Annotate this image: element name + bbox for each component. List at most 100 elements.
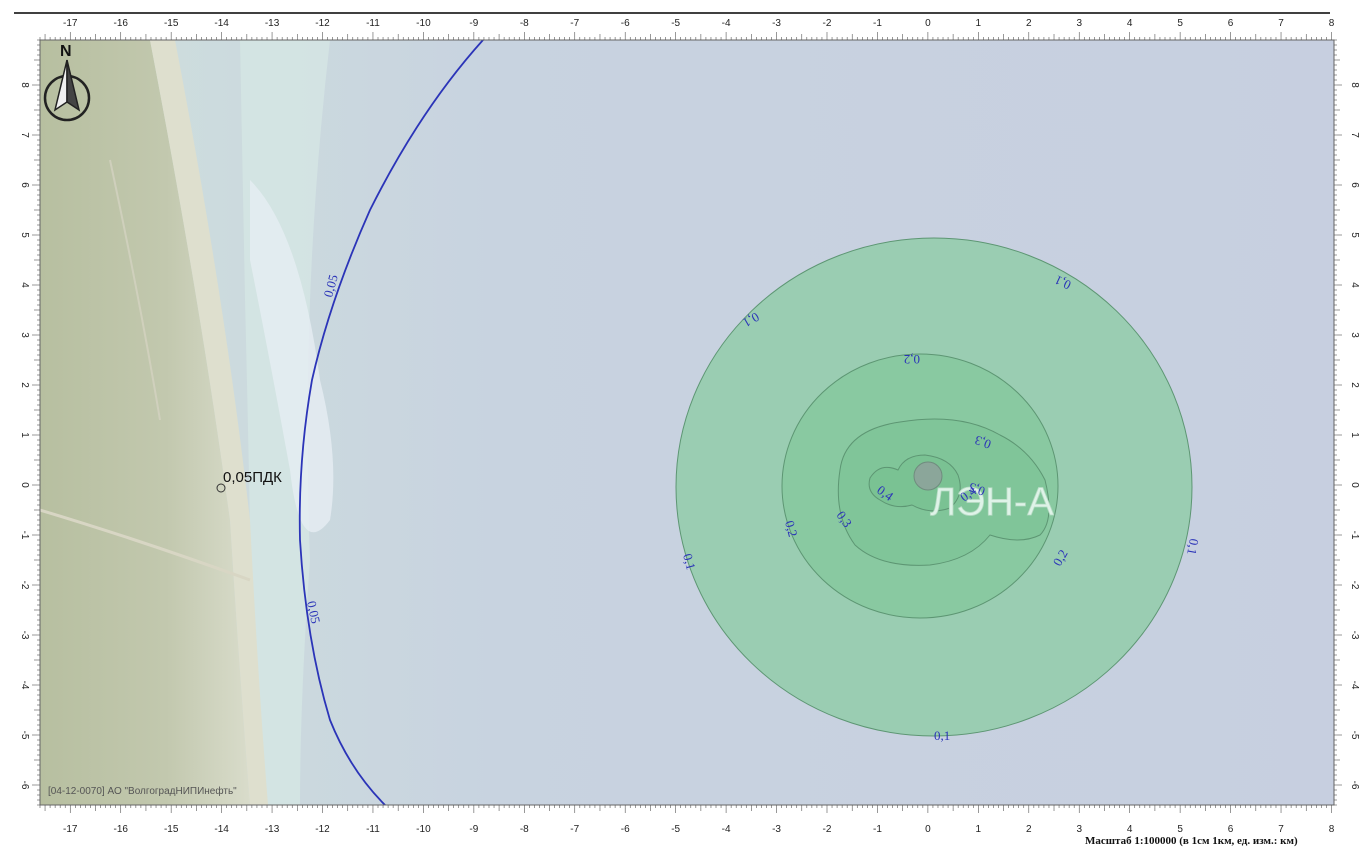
x-tick-label-bottom: -12 [315, 824, 330, 835]
x-tick-label-bottom: 6 [1228, 824, 1234, 835]
y-tick-label-right: 2 [1349, 382, 1360, 388]
x-tick-label-top: -5 [671, 18, 680, 29]
x-tick-label-top: 2 [1026, 18, 1032, 29]
y-tick-label-left: 7 [19, 132, 30, 138]
x-tick-label-bottom: 0 [925, 824, 931, 835]
contour-label-01-ne: 0,1 [1052, 272, 1073, 292]
contour-label-iso-top: 0,05 [320, 273, 340, 299]
x-tick-label-top: -4 [722, 18, 731, 29]
x-tick-label-bottom: 4 [1127, 824, 1133, 835]
y-tick-label-right: -4 [1349, 681, 1360, 690]
x-tick-label-bottom: -13 [265, 824, 280, 835]
x-tick-label-top: 0 [925, 18, 931, 29]
y-tick-label-left: 6 [19, 182, 30, 188]
y-tick-label-right: -6 [1349, 781, 1360, 790]
y-tick-label-right: -3 [1349, 631, 1360, 640]
x-tick-label-top: -13 [265, 18, 280, 29]
x-tick-label-top: 3 [1076, 18, 1082, 29]
y-tick-label-right: 6 [1349, 182, 1360, 188]
x-tick-label-bottom: -9 [469, 824, 478, 835]
surf-foam [250, 180, 334, 533]
y-tick-label-left: 2 [19, 382, 30, 388]
x-tick-label-bottom: 3 [1076, 824, 1082, 835]
zone-0-5 [913, 461, 943, 491]
y-tick-label-left: 0 [19, 482, 30, 488]
y-tick-label-left: 4 [19, 282, 30, 288]
x-tick-label-top: 5 [1177, 18, 1183, 29]
x-tick-label-top: -10 [416, 18, 431, 29]
y-tick-label-right: -1 [1349, 531, 1360, 540]
x-tick-label-top: 4 [1127, 18, 1133, 29]
x-tick-label-top: -6 [621, 18, 630, 29]
control-point-label: 0,05ПДК [223, 469, 282, 486]
x-tick-label-bottom: 2 [1026, 824, 1032, 835]
contour-label-02-se: 0,2 [1050, 547, 1071, 569]
north-arrow-label: N [60, 43, 72, 60]
y-tick-label-left: 3 [19, 332, 30, 338]
x-tick-label-top: -8 [520, 18, 529, 29]
x-tick-label-top: -1 [873, 18, 882, 29]
x-tick-label-bottom: -1 [873, 824, 882, 835]
contour-label-05: 0,5 [967, 480, 987, 500]
y-tick-label-left: -4 [19, 681, 30, 690]
x-tick-label-top: -9 [469, 18, 478, 29]
x-tick-label-top: 6 [1228, 18, 1234, 29]
y-tick-label-right: 7 [1349, 132, 1360, 138]
x-tick-label-top: 7 [1278, 18, 1284, 29]
control-point-marker[interactable] [216, 483, 226, 493]
y-tick-label-right: 3 [1349, 332, 1360, 338]
scale-caption: Масштаб 1:100000 (в 1см 1км, ед. изм.: к… [1085, 835, 1298, 847]
contour-label-03-n: 0,3 [973, 433, 993, 453]
y-tick-label-left: -6 [19, 781, 30, 790]
x-tick-label-top: -11 [366, 18, 380, 29]
y-tick-label-left: 5 [19, 232, 30, 238]
road-track [40, 508, 251, 582]
y-tick-label-right: 1 [1349, 432, 1360, 438]
beach [150, 40, 268, 805]
x-tick-label-bottom: -17 [63, 824, 78, 835]
x-tick-label-bottom: -7 [570, 824, 579, 835]
x-tick-label-top: 8 [1329, 18, 1335, 29]
north-arrow-icon: N [43, 43, 91, 122]
y-tick-label-right: 8 [1349, 82, 1360, 88]
contour-label-02-n: 0,2 [904, 352, 920, 367]
contour-label-02-w: 0,2 [782, 519, 801, 539]
x-tick-label-top: -16 [113, 18, 128, 29]
y-tick-label-right: -2 [1349, 581, 1360, 590]
x-tick-label-bottom: -3 [772, 824, 781, 835]
x-tick-label-top: -12 [315, 18, 330, 29]
contour-label-01-nw: 0,1 [740, 309, 762, 330]
x-tick-label-top: -17 [63, 18, 78, 29]
x-tick-label-top: -3 [772, 18, 781, 29]
contour-0-05-isoline [298, 40, 484, 805]
x-tick-label-top: -15 [164, 18, 179, 29]
x-tick-label-bottom: 8 [1329, 824, 1335, 835]
x-tick-label-top: -2 [823, 18, 832, 29]
x-tick-label-bottom: -14 [214, 824, 229, 835]
x-tick-label-top: 1 [976, 18, 982, 29]
y-tick-label-left: -5 [19, 731, 30, 740]
x-tick-label-bottom: -6 [621, 824, 630, 835]
contour-label-01-e: 0,1 [1184, 537, 1202, 556]
x-tick-label-bottom: -5 [671, 824, 680, 835]
y-tick-label-right: -5 [1349, 731, 1360, 740]
y-tick-label-left: 1 [19, 432, 30, 438]
y-tick-label-right: 0 [1349, 482, 1360, 488]
x-tick-label-bottom: -16 [113, 824, 128, 835]
contour-label-01-w: 0,1 [680, 552, 699, 572]
land-area [40, 40, 250, 805]
x-tick-label-bottom: -2 [823, 824, 832, 835]
y-tick-label-right: 4 [1349, 282, 1360, 288]
watermark-text: [04-12-0070] АО "ВолгоградНИПИнефть" [48, 785, 237, 797]
y-tick-label-left: -3 [19, 631, 30, 640]
x-tick-label-bottom: 1 [976, 824, 982, 835]
x-tick-label-bottom: -4 [722, 824, 731, 835]
x-tick-label-bottom: 7 [1278, 824, 1284, 835]
x-tick-label-bottom: -11 [366, 824, 380, 835]
y-tick-label-left: 8 [19, 82, 30, 88]
x-tick-label-bottom: -15 [164, 824, 179, 835]
contour-label-iso-bottom: 0,05 [304, 600, 323, 625]
x-tick-label-bottom: -10 [416, 824, 431, 835]
y-tick-label-left: -1 [19, 531, 30, 540]
